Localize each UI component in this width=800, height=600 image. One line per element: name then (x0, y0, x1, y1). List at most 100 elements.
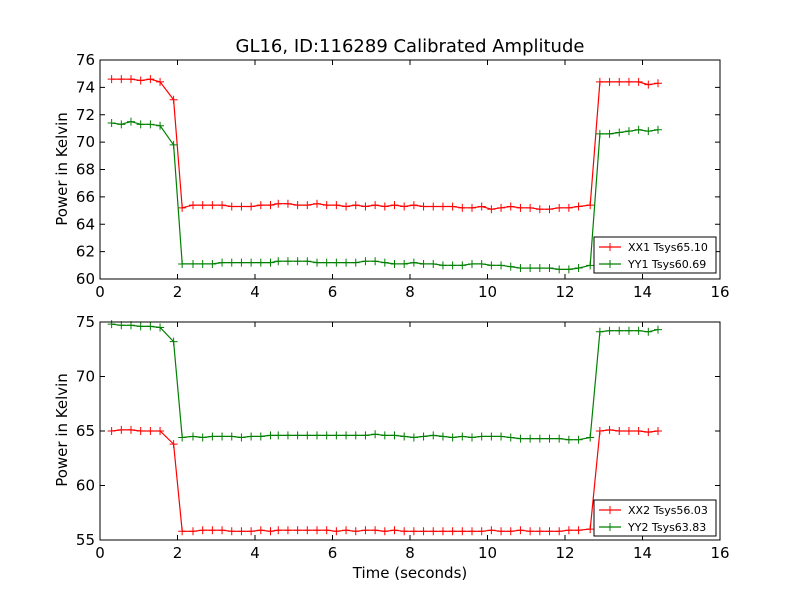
data-point (654, 325, 662, 334)
data-point (574, 526, 583, 535)
data-point (438, 261, 447, 270)
data-point (178, 433, 187, 442)
data-point (615, 427, 624, 435)
bottom-panel: 0 2 4 6 8 10 12 14 16 55 60 65 70 75 XX2 Tsys56.03 YY2 … (76, 313, 730, 562)
data-point (545, 264, 554, 273)
data-point (283, 257, 292, 266)
data-point (487, 526, 496, 535)
data-point (169, 95, 178, 104)
data-point (283, 526, 292, 535)
data-point (586, 525, 595, 534)
data-point (564, 526, 573, 535)
series-1-2 (107, 117, 662, 274)
data-point (146, 75, 155, 84)
data-point (189, 432, 197, 441)
data-point (371, 526, 380, 535)
x-tick-label: 10 (478, 283, 497, 301)
data-point (419, 527, 428, 536)
data-point (390, 526, 399, 535)
x-tick-label: 6 (328, 283, 338, 301)
x-tick-label: 16 (710, 544, 729, 562)
data-point (644, 428, 653, 437)
data-point (208, 259, 217, 268)
data-point (332, 527, 341, 536)
data-point (293, 201, 302, 210)
data-point (595, 327, 604, 336)
data-point (634, 125, 643, 134)
data-point (458, 261, 467, 270)
data-point (564, 203, 573, 212)
data-point (342, 431, 351, 440)
data-point (198, 259, 207, 268)
data-point (654, 427, 662, 435)
data-point (351, 431, 360, 440)
data-point (644, 327, 653, 336)
data-point (555, 434, 564, 443)
x-tick-label: 10 (478, 544, 497, 562)
data-point (448, 261, 457, 270)
data-point (227, 527, 236, 536)
data-point (342, 258, 351, 267)
data-point (169, 440, 178, 449)
data-point (477, 202, 486, 211)
data-point (303, 201, 312, 210)
series-2-1 (107, 425, 662, 536)
data-point (634, 77, 643, 86)
data-point (545, 527, 554, 536)
data-point (380, 258, 389, 267)
legend-marker (606, 523, 614, 531)
data-point (477, 432, 486, 441)
data-point (303, 257, 312, 266)
data-point (274, 257, 283, 266)
x-tick-label: 12 (555, 544, 574, 562)
data-point (227, 258, 236, 267)
data-point (266, 431, 275, 440)
data-point (136, 427, 145, 435)
data-point (644, 127, 653, 136)
data-point (545, 205, 554, 214)
data-point (303, 431, 312, 440)
data-point (448, 433, 457, 442)
top-ylabel: Power in Kelvin (53, 112, 71, 226)
data-point (218, 432, 227, 441)
x-tick-label: 4 (250, 544, 260, 562)
data-point (516, 434, 525, 443)
data-point (227, 432, 236, 441)
data-point (526, 264, 535, 273)
data-point (283, 431, 292, 440)
data-point (313, 258, 321, 267)
legend-marker (606, 243, 614, 251)
x-tick-label: 14 (633, 544, 652, 562)
data-point (487, 205, 496, 214)
data-point (586, 261, 595, 270)
data-point (351, 201, 360, 210)
data-point (371, 201, 380, 210)
data-point (208, 526, 217, 535)
data-point (595, 77, 604, 86)
data-point (624, 77, 633, 86)
data-point (400, 259, 409, 268)
data-point (497, 527, 506, 536)
data-point (107, 118, 116, 127)
data-point (400, 527, 409, 536)
y-tick-label: 66 (76, 188, 95, 206)
data-point (237, 527, 246, 536)
data-point (605, 77, 614, 86)
y-tick-label: 76 (76, 51, 95, 69)
data-point (156, 121, 165, 130)
x-tick-label: 8 (405, 283, 415, 301)
data-point (605, 425, 614, 434)
y-tick-label: 62 (76, 243, 95, 261)
data-point (266, 527, 275, 536)
data-point (615, 77, 624, 86)
data-point (117, 425, 126, 434)
data-point (127, 117, 135, 126)
data-point (293, 526, 302, 535)
data-point (615, 128, 624, 137)
data-point (586, 201, 595, 210)
data-point (313, 199, 321, 208)
data-point (654, 125, 662, 134)
data-point (293, 431, 302, 440)
data-point (156, 427, 165, 435)
data-point (283, 199, 292, 208)
